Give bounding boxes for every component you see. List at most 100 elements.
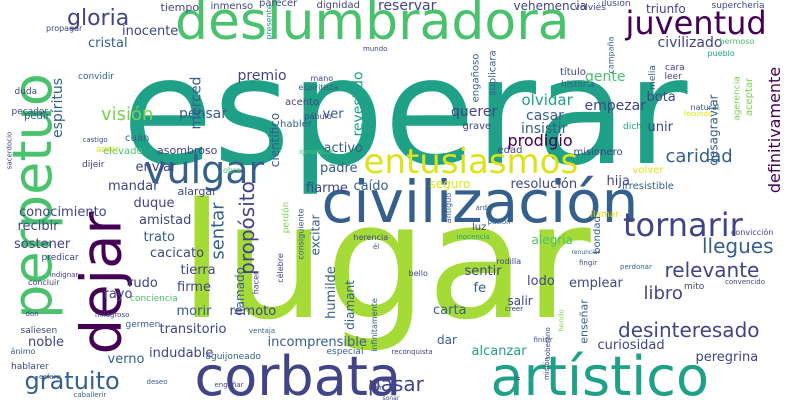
word-caido: caído — [353, 178, 389, 194]
word-inocencia: inocencia — [456, 232, 490, 241]
word-recibir: recibir — [17, 218, 59, 234]
word-ilusion: ilusión — [601, 0, 631, 9]
word-ardor: ardor — [475, 203, 495, 212]
word-conciencia: conciencia — [130, 293, 178, 304]
word-fiarme: fiarme — [306, 180, 348, 196]
word-antiguo: antiguo — [444, 192, 454, 224]
word-ignorante: ignorante — [299, 147, 333, 156]
word-transitorio: transitorio — [159, 321, 227, 337]
word-reservar: reservar — [378, 0, 437, 14]
word-asombroso: asombroso — [157, 143, 218, 157]
word-caridad: caridad — [665, 146, 733, 167]
word-suplicara: suplicara — [487, 50, 499, 96]
word-padre: padre — [320, 160, 358, 176]
word-historia: historia — [561, 79, 595, 90]
word-perdonar: perdonar — [620, 262, 652, 271]
word-pecador: pecador — [11, 106, 49, 117]
word-inocente: inocente — [122, 23, 179, 39]
word-sentir: sentir — [464, 263, 502, 279]
word-diamant: diamant — [342, 280, 357, 330]
word-titulo: título — [560, 67, 586, 78]
word-vision: visión — [101, 104, 154, 125]
word-desinteresado: desinteresado — [618, 318, 760, 342]
word-parecer: parecer — [259, 0, 298, 9]
word-pensar: pensar — [179, 106, 228, 122]
word-pabulo: pábulo — [304, 112, 332, 121]
word-tierra: tierra — [180, 262, 216, 278]
word-rodilla: rodilla — [496, 257, 522, 266]
word-germen: germen — [125, 319, 161, 330]
word-alcanzar: alcanzar — [471, 343, 527, 359]
word-mano: mano — [310, 74, 334, 83]
word-enganoso: engañoso — [469, 53, 481, 103]
word-herencia: herencia — [353, 233, 389, 242]
word-predicar: predicar — [41, 252, 79, 263]
word-salir: salir — [507, 294, 533, 308]
word-hablarer: hablarer — [11, 361, 49, 372]
word-casar: casar — [526, 108, 564, 124]
word-enviar: enviar — [135, 159, 177, 175]
word-ver: ver — [322, 106, 344, 122]
word-tornarir: tornarir — [623, 206, 743, 244]
word-convencido: convencido — [725, 277, 765, 286]
word-esfera: esfera — [39, 372, 61, 381]
word-fe: fe — [473, 280, 487, 296]
word-vulgar: vulgar — [144, 148, 265, 192]
word-amor: amor — [96, 144, 120, 155]
word-creer: creer — [505, 304, 524, 313]
word-dar: dar — [437, 333, 457, 347]
word-elevado: elevado — [103, 146, 143, 157]
word-unir: unir — [647, 119, 673, 135]
word-aguijoneado: aguijoneado — [205, 351, 261, 362]
word-perdon: perdón — [281, 201, 292, 233]
word-pasar: pasar — [368, 372, 424, 396]
word-ir: ir — [512, 375, 522, 381]
word-morir: morir — [176, 303, 212, 319]
word-bien: bien — [368, 383, 384, 392]
word-sentar: sentar — [207, 202, 229, 260]
word-resolucion: resolución — [510, 176, 578, 192]
word-olvidar: olvidar — [521, 90, 573, 109]
word-activo: activo — [323, 140, 363, 156]
word-insistir: insistir — [521, 121, 568, 137]
word-fingir: fingir — [579, 258, 598, 267]
word-sonar: sonar — [382, 395, 400, 400]
word-excitar: excitar — [308, 214, 322, 256]
word-noble: noble — [28, 334, 65, 350]
word-supercheria: supercheria — [711, 0, 765, 11]
word-dejar: dejar — [68, 211, 134, 355]
word-peregrina: peregrina — [695, 349, 759, 365]
word-infinitamente: infinitamente — [369, 298, 379, 352]
word-esperar: esperar — [122, 26, 688, 198]
word-agerencia: agerencia — [732, 75, 743, 121]
word-alargar: alargar — [177, 184, 217, 198]
word-carta: carta — [433, 302, 467, 318]
word-juventud: juventud — [625, 4, 767, 42]
word-verno: verno — [107, 351, 145, 367]
word-bota: bota — [646, 89, 676, 105]
word-castigo: castigo — [82, 135, 108, 144]
word-ensenar: enseñar — [577, 298, 591, 344]
word-melia: melia — [647, 64, 658, 90]
word-pueblo: pueblo — [707, 49, 735, 58]
word-fecundo: fecundo — [684, 109, 713, 118]
word-cristal: cristal — [88, 35, 128, 51]
word-concluir: concluir — [28, 278, 60, 287]
word-misionero: misionero — [573, 147, 623, 158]
word-gloria: gloria — [67, 6, 130, 31]
word-convidir: convidir — [78, 71, 114, 82]
word-sostener: sostener — [14, 236, 71, 252]
word-finisir: finisir — [533, 335, 553, 344]
word-duque: duque — [133, 195, 175, 211]
word-especial: especial — [326, 346, 364, 357]
word-trato: trato — [143, 229, 175, 245]
word-don: don — [25, 309, 39, 318]
word-llegues: llegues — [702, 234, 774, 258]
word-hija: hija — [606, 173, 630, 189]
word-sacerdocio: sacerdocio — [5, 131, 14, 169]
word-habler: habler — [280, 119, 312, 130]
word-animo: ánimo — [10, 347, 36, 356]
word-aceptar: aceptar — [744, 77, 756, 117]
word-artistico: artístico — [490, 345, 710, 400]
word-indudable: indudable — [149, 345, 214, 361]
